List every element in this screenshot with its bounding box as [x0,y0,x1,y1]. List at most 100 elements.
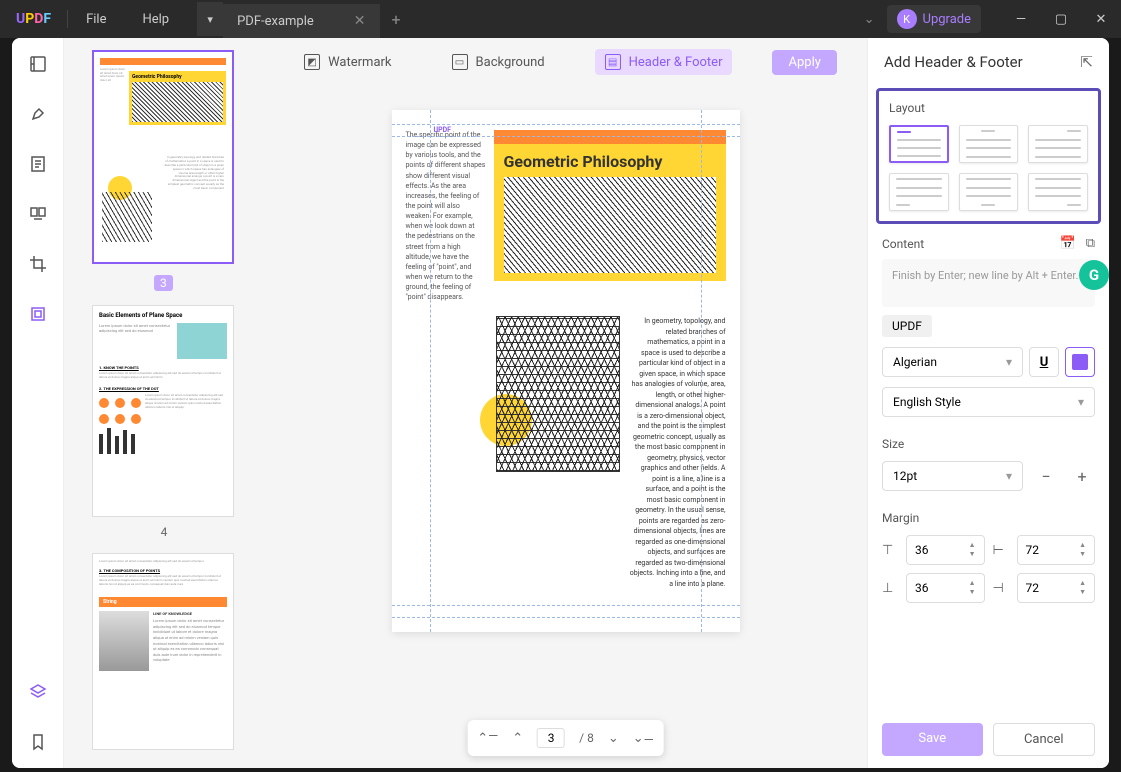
next-page-button[interactable]: ⌄ [608,731,619,746]
margin-bottom-input[interactable]: 36▲▼ [906,573,985,603]
size-select[interactable]: 12pt ▾ [882,461,1023,491]
thumbnail-page-3[interactable]: Lorem ipsum dolor sit amet dolor sit ame… [92,50,234,264]
chevron-down-icon: ▾ [1006,355,1012,369]
menu-file[interactable]: File [68,12,124,27]
close-button[interactable]: ✕ [1081,0,1121,38]
save-button[interactable]: Save [882,723,983,756]
thumbnail-page-5[interactable]: Lorem ipsum dolor sit amet consectetur a… [92,553,234,750]
thumb-number-3: 3 [154,275,173,291]
close-icon[interactable]: ✕ [354,13,366,29]
tab-background[interactable]: ▭ Background [442,49,555,75]
thumbnail-page-4[interactable]: Basic Elements of Plane Space Lorem ipsu… [92,305,234,517]
page-navigator: ⌃— ⌃ / 8 ⌄ ⌄— [467,720,664,756]
apply-button[interactable]: Apply [772,50,836,75]
page-num-icon[interactable]: ⧉ [1086,236,1095,251]
layout-option-4[interactable] [889,173,949,211]
thumb-heading: 2. THE EXPRESSION OF THE DOT [99,386,227,391]
tools-icon[interactable] [24,300,52,328]
document-tab[interactable]: PDF-example ✕ [223,4,379,38]
thumb-heading: LINE OF KNOWLEDGE [153,611,227,617]
document-page: UPDF The specific point of the image can… [392,110,740,632]
margin-bottom-icon: ⊥ [882,581,900,596]
cancel-button[interactable]: Cancel [993,723,1096,756]
background-icon: ▭ [452,54,468,70]
main-container: Lorem ipsum dolor sit amet dolor sit ame… [12,38,1109,768]
layers-icon[interactable] [24,678,52,706]
edit-icon[interactable] [24,150,52,178]
layout-option-3[interactable] [1028,125,1088,163]
minimize-button[interactable]: — [1001,0,1041,38]
margin-right-icon: ⊣ [993,581,1011,596]
document-scroll[interactable]: UPDF The specific point of the image can… [264,86,867,768]
size-increase-button[interactable]: + [1069,463,1095,489]
layout-option-5[interactable] [959,173,1019,211]
menu-help[interactable]: Help [124,12,187,27]
header-footer-icon: ▤ [605,54,621,70]
thumb-heading: 1. KNOW THE POINTS [99,365,227,370]
thumbnail-panel: Lorem ipsum dolor sit amet dolor sit ame… [64,38,264,768]
margin-top-icon: ⊤ [882,543,900,558]
text-color-button[interactable] [1065,347,1095,377]
chevron-down-icon: ▾ [1078,395,1084,409]
font-family-select[interactable]: Algerian ▾ [882,347,1023,377]
font-style-select[interactable]: English Style ▾ [882,387,1095,417]
upgrade-button[interactable]: K Upgrade [887,5,981,33]
highlight-icon[interactable] [24,100,52,128]
layout-section: Layout [876,88,1101,224]
properties-panel: Add Header & Footer ⇱ Layout Content 📅 ⧉ [867,38,1109,768]
underline-button[interactable]: U [1029,347,1059,377]
thumb-heading: 3. THE COMPOSITION OF POINTS [99,568,227,573]
page-left-text: The specific point of the image can be e… [406,130,486,302]
size-decrease-button[interactable]: − [1033,463,1059,489]
tab-watermark[interactable]: ◩ Watermark [294,49,401,75]
layout-option-2[interactable] [959,125,1019,163]
tab-title: PDF-example [237,14,314,29]
chevron-down-icon[interactable]: ⌄ [852,12,887,27]
organize-icon[interactable] [24,200,52,228]
last-page-button[interactable]: ⌄— [633,731,654,746]
margin-top-input[interactable]: 36▲▼ [906,535,985,565]
thumb-title: Basic Elements of Plane Space [99,312,227,319]
content-input[interactable]: Finish by Enter; new line by Alt + Enter… [882,259,1095,307]
tab-header-footer[interactable]: ▤ Header & Footer [595,49,733,75]
bookmark-icon[interactable] [24,728,52,756]
content-label: Content [882,237,924,251]
titlebar: UPDF File Help ▾ PDF-example ✕ + ⌄ K Upg… [0,0,1121,38]
thumb-string-label: String [103,599,117,605]
tab-dropdown-icon[interactable]: ▾ [197,2,223,36]
layout-option-6[interactable] [1028,173,1088,211]
triangle-image [496,316,620,472]
margin-section: Margin ⊤ 36▲▼ ⊢ 72▲▼ ⊥ 36▲▼ ⊣ 72▲▼ [868,501,1109,613]
margin-right-input[interactable]: 72▲▼ [1017,573,1096,603]
crop-icon[interactable] [24,250,52,278]
page-title: Geometric Philosophy [504,152,716,171]
layout-label: Layout [889,101,1088,115]
thumb-number-4: 4 [92,525,236,539]
page-number-input[interactable] [537,728,565,748]
upgrade-label: Upgrade [923,12,971,27]
calendar-icon[interactable]: 📅 [1060,236,1076,251]
grammarly-badge[interactable]: G [1079,260,1109,290]
watermark-icon: ◩ [304,54,320,70]
margin-left-input[interactable]: 72▲▼ [1017,535,1096,565]
reader-icon[interactable] [24,50,52,78]
user-avatar: K [897,9,917,29]
export-icon[interactable]: ⇱ [1080,53,1093,71]
maximize-button[interactable]: ▢ [1041,0,1081,38]
panel-header: Add Header & Footer ⇱ [868,38,1109,86]
hero-image [504,177,716,273]
size-section: Size 12pt ▾ − + [868,427,1109,501]
size-label: Size [882,437,1095,451]
first-page-button[interactable]: ⌃— [477,731,498,746]
app-logo: UPDF [0,11,67,27]
margin-label: Margin [882,511,1095,525]
content-chip[interactable]: UPDF [882,315,932,337]
document-viewport: ◩ Watermark ▭ Background ▤ Header & Foot… [264,38,867,768]
prev-page-button[interactable]: ⌃ [512,731,523,746]
page-total: / 8 [579,731,594,745]
panel-footer: Save Cancel [868,711,1109,768]
layout-option-1[interactable] [889,125,949,163]
add-tab-button[interactable]: + [380,10,413,29]
header-label: UPDF [434,126,452,134]
chevron-down-icon: ▾ [1006,469,1012,483]
